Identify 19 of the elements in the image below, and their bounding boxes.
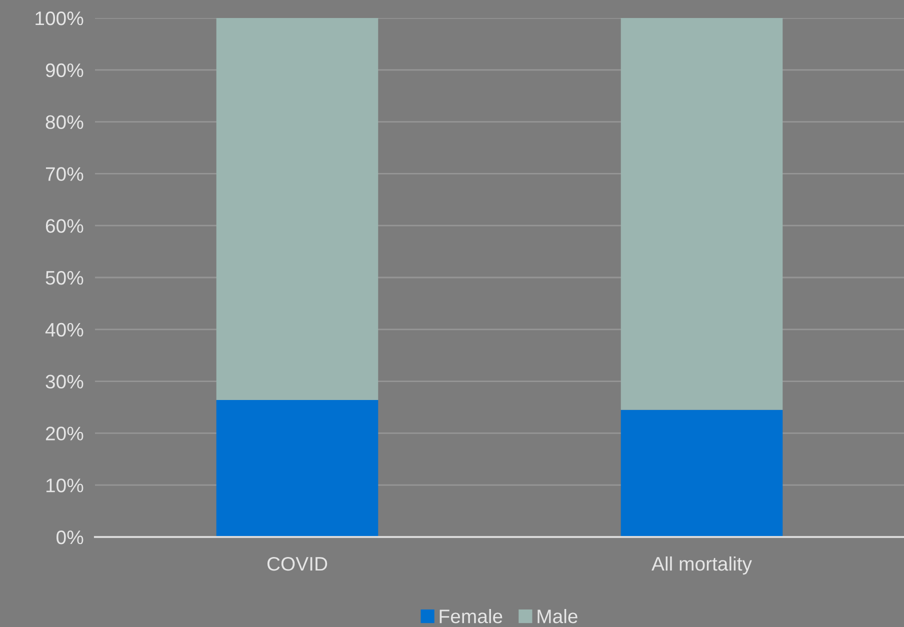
y-tick-label: 0% — [56, 530, 84, 544]
bar — [216, 400, 378, 537]
x-tick-label: COVID — [267, 556, 328, 571]
y-tick-label: 30% — [46, 374, 84, 389]
bar — [216, 18, 378, 400]
y-tick-label: 50% — [46, 270, 84, 285]
bar — [620, 410, 783, 537]
y-tick-label: 40% — [45, 322, 84, 337]
y-tick-label: 70% — [46, 167, 84, 181]
y-tick-label: 60% — [46, 219, 84, 233]
y-tick-label: 100% — [36, 11, 84, 26]
y-tick-label: 20% — [46, 426, 84, 440]
y-tick-label: 90% — [46, 63, 84, 78]
y-tick-label: 10% — [46, 478, 84, 492]
legend-label: Female — [440, 608, 502, 624]
x-tick-label: All mortality — [652, 556, 752, 575]
legend-label: Male — [538, 608, 578, 624]
bar — [620, 18, 783, 410]
y-tick-label: 80% — [46, 115, 84, 130]
